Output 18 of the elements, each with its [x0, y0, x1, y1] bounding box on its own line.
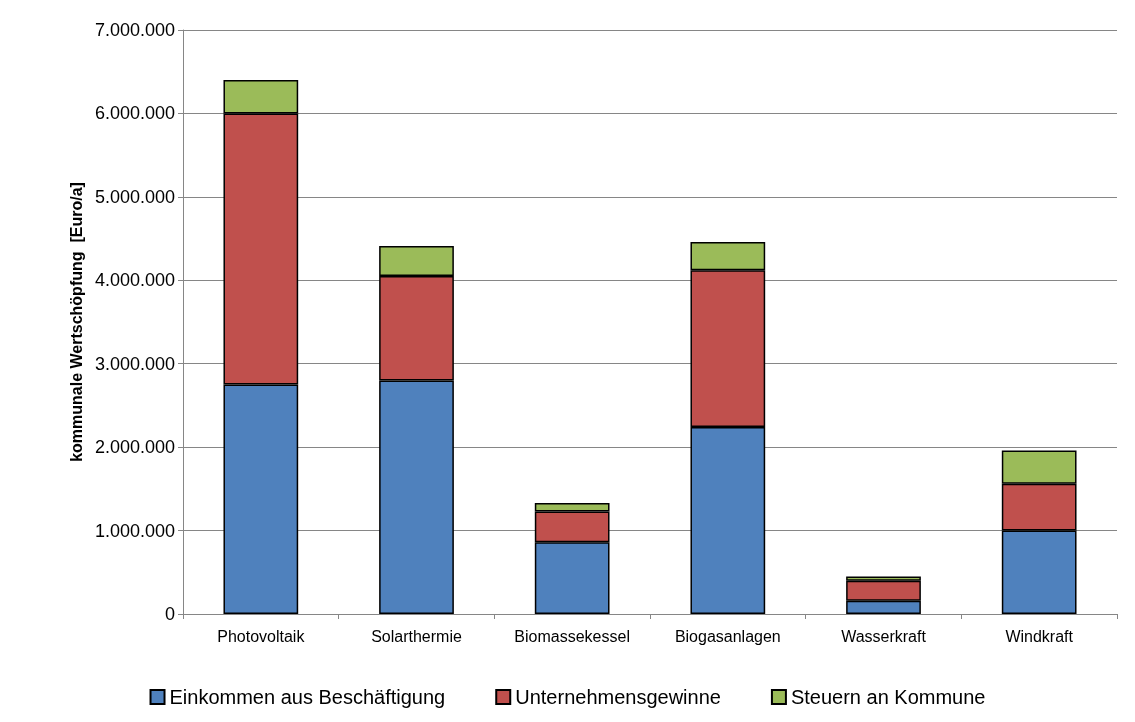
y-tick-label: 4.000.000: [94, 270, 175, 291]
y-tick-label: 5.000.000: [94, 186, 175, 207]
y-tick-label: 7.000.000: [94, 20, 175, 40]
y-tick-label: 1.000.000: [94, 520, 175, 541]
legend-label: Einkommen aus Beschäftigung: [169, 686, 446, 708]
x-tick-label: Biogasanlagen: [674, 627, 781, 645]
y-tick-label: 6.000.000: [94, 103, 175, 124]
x-tick-label: Solarthermie: [371, 627, 462, 645]
x-tick-label: Biomassekessel: [514, 627, 630, 645]
x-tick-label: Windkraft: [1005, 627, 1074, 645]
y-tick-label: 2.000.000: [94, 437, 175, 458]
x-tick-label: Wasserkraft: [841, 627, 927, 645]
y-tick-label: 3.000.000: [94, 353, 175, 374]
x-tick-label: Photovoltaik: [217, 627, 306, 645]
y-axis-title: kommunale Wertschöpfung [Euro/a]: [67, 182, 85, 462]
y-tick-label: 0: [164, 604, 175, 624]
legend-label: Unternehmensgewinne: [515, 686, 721, 708]
legend-label: Steuern an Kommune: [790, 686, 986, 708]
